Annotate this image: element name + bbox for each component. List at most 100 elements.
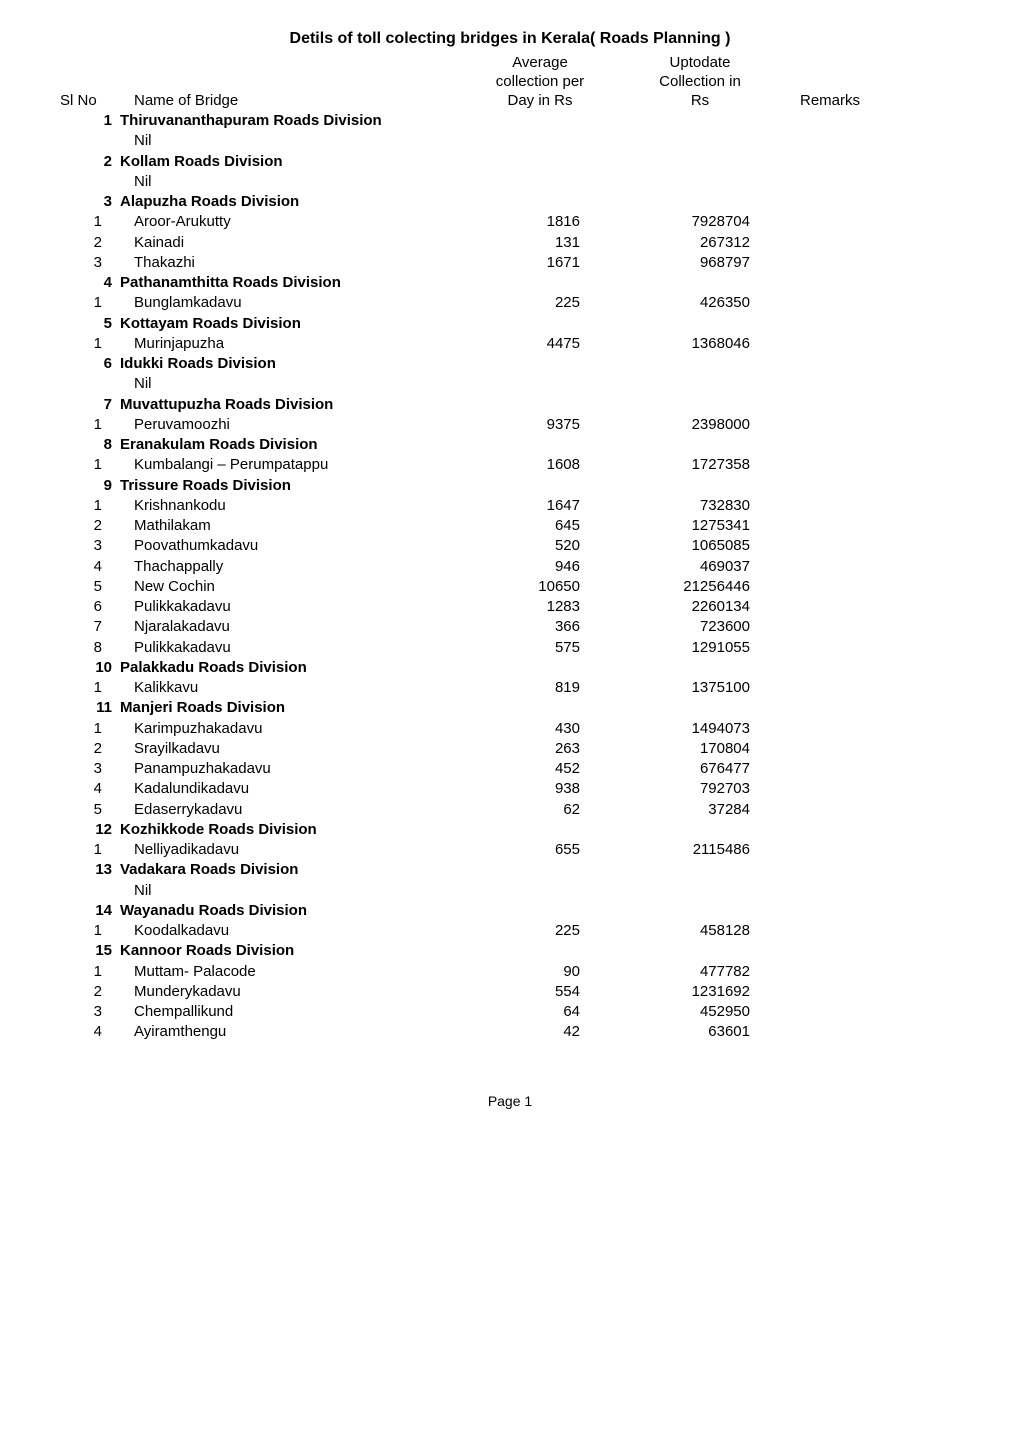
avg-value: 10650 <box>460 577 620 597</box>
table-row: 6Pulikkakadavu12832260134 <box>60 597 960 617</box>
nil-row: Nil <box>60 881 960 901</box>
avg-value: 62 <box>460 800 620 820</box>
row-number: 1 <box>60 962 120 982</box>
row-number: 1 <box>60 212 120 232</box>
section-header: 4Pathanamthitta Roads Division <box>60 273 960 293</box>
avg-value: 1283 <box>460 597 620 617</box>
avg-value: 90 <box>460 962 620 982</box>
uptodate-value: 458128 <box>620 921 780 941</box>
row-number: 4 <box>60 557 120 577</box>
bridge-name: Edaserrykadavu <box>120 800 460 820</box>
table-row: 3Poovathumkadavu5201065085 <box>60 536 960 556</box>
table-row: 4Thachappally946469037 <box>60 557 960 577</box>
row-number: 1 <box>60 334 120 354</box>
section-name: Idukki Roads Division <box>120 354 460 374</box>
uptodate-value: 426350 <box>620 293 780 313</box>
uptodate-value: 1727358 <box>620 455 780 475</box>
avg-value: 225 <box>460 293 620 313</box>
section-header: 5Kottayam Roads Division <box>60 314 960 334</box>
section-name: Kollam Roads Division <box>120 152 460 172</box>
row-number: 1 <box>60 921 120 941</box>
section-name: Vadakara Roads Division <box>120 860 460 880</box>
section-header: 11Manjeri Roads Division <box>60 698 960 718</box>
row-number: 1 <box>60 840 120 860</box>
header-row-3: Sl No Name of Bridge Day in Rs Rs Remark… <box>60 92 960 109</box>
section-name: Muvattupuzha Roads Division <box>120 395 460 415</box>
avg-value: 655 <box>460 840 620 860</box>
table-row: 1Muttam- Palacode90477782 <box>60 962 960 982</box>
uptodate-value: 469037 <box>620 557 780 577</box>
bridge-name: Kainadi <box>120 233 460 253</box>
section-header: 14Wayanadu Roads Division <box>60 901 960 921</box>
table-row: 2Mathilakam6451275341 <box>60 516 960 536</box>
section-header: 12Kozhikkode Roads Division <box>60 820 960 840</box>
page-footer: Page 1 <box>60 1093 960 1109</box>
header-row-1: Average Uptodate <box>60 54 960 71</box>
section-name: Wayanadu Roads Division <box>120 901 460 921</box>
section-number: 12 <box>60 820 120 840</box>
table-row: 5Edaserrykadavu6237284 <box>60 800 960 820</box>
table-body: 1Thiruvananthapuram Roads DivisionNil2Ko… <box>60 111 960 1043</box>
avg-value: 131 <box>460 233 620 253</box>
avg-value: 42 <box>460 1022 620 1042</box>
row-number: 5 <box>60 577 120 597</box>
nil-row: Nil <box>60 172 960 192</box>
section-name: Palakkadu Roads Division <box>120 658 460 678</box>
table-row: 3Thakazhi1671968797 <box>60 253 960 273</box>
section-header: 3Alapuzha Roads Division <box>60 192 960 212</box>
row-number: 8 <box>60 638 120 658</box>
uptodate-value: 1494073 <box>620 719 780 739</box>
section-number: 10 <box>60 658 120 678</box>
uptodate-value: 723600 <box>620 617 780 637</box>
uptodate-value: 676477 <box>620 759 780 779</box>
section-name: Manjeri Roads Division <box>120 698 460 718</box>
table-row: 1Kalikkavu8191375100 <box>60 678 960 698</box>
section-number: 9 <box>60 476 120 496</box>
nil-label: Nil <box>120 881 460 901</box>
row-number: 1 <box>60 455 120 475</box>
header-avg-3: Day in Rs <box>460 92 620 109</box>
table-row: 1Karimpuzhakadavu4301494073 <box>60 719 960 739</box>
table-row: 1Aroor-Arukutty18167928704 <box>60 212 960 232</box>
section-number: 5 <box>60 314 120 334</box>
bridge-name: New Cochin <box>120 577 460 597</box>
section-number: 15 <box>60 941 120 961</box>
uptodate-value: 452950 <box>620 1002 780 1022</box>
avg-value: 819 <box>460 678 620 698</box>
bridge-name: Murinjapuzha <box>120 334 460 354</box>
row-number: 1 <box>60 678 120 698</box>
table-row: 3Panampuzhakadavu452676477 <box>60 759 960 779</box>
table-row: 2Srayilkadavu263170804 <box>60 739 960 759</box>
section-number: 11 <box>60 698 120 718</box>
avg-value: 1816 <box>460 212 620 232</box>
table-row: 4Ayiramthengu4263601 <box>60 1022 960 1042</box>
uptodate-value: 1368046 <box>620 334 780 354</box>
row-number: 2 <box>60 739 120 759</box>
avg-value: 64 <box>460 1002 620 1022</box>
section-header: 6Idukki Roads Division <box>60 354 960 374</box>
section-name: Alapuzha Roads Division <box>120 192 460 212</box>
bridge-name: Njaralakadavu <box>120 617 460 637</box>
section-name: Kottayam Roads Division <box>120 314 460 334</box>
table-row: 2Munderykadavu5541231692 <box>60 982 960 1002</box>
row-number: 2 <box>60 516 120 536</box>
bridge-name: Srayilkadavu <box>120 739 460 759</box>
uptodate-value: 732830 <box>620 496 780 516</box>
page-title: Detils of toll colecting bridges in Kera… <box>60 30 960 48</box>
bridge-name: Panampuzhakadavu <box>120 759 460 779</box>
row-number: 4 <box>60 1022 120 1042</box>
row-number: 1 <box>60 496 120 516</box>
nil-label: Nil <box>120 172 460 192</box>
avg-value: 1608 <box>460 455 620 475</box>
nil-row: Nil <box>60 131 960 151</box>
bridge-name: Aroor-Arukutty <box>120 212 460 232</box>
section-header: 1Thiruvananthapuram Roads Division <box>60 111 960 131</box>
bridge-name: Poovathumkadavu <box>120 536 460 556</box>
avg-value: 430 <box>460 719 620 739</box>
bridge-name: Nelliyadikadavu <box>120 840 460 860</box>
bridge-name: Muttam- Palacode <box>120 962 460 982</box>
table-row: 1Peruvamoozhi93752398000 <box>60 415 960 435</box>
nil-row: Nil <box>60 374 960 394</box>
avg-value: 554 <box>460 982 620 1002</box>
section-number: 4 <box>60 273 120 293</box>
